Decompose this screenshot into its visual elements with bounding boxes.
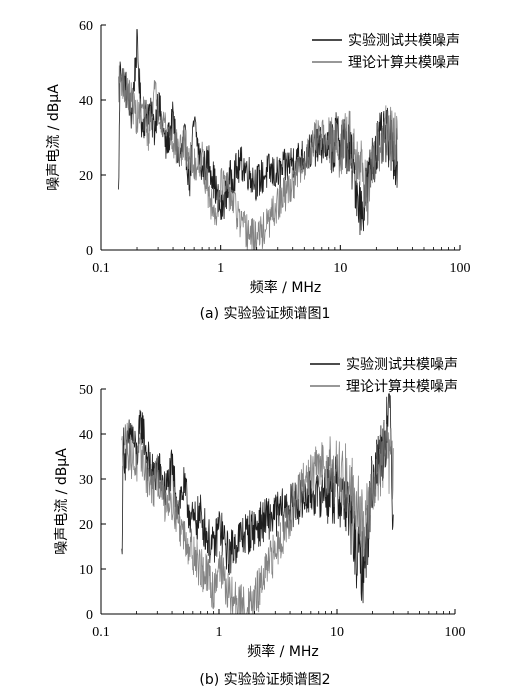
y-axis-label: 噪声电流 / dBμA	[46, 84, 62, 191]
y-tick-label: 20	[79, 169, 93, 184]
series-measured-line	[121, 393, 394, 604]
y-tick-label: 50	[79, 383, 93, 398]
y-tick-label: 0	[86, 244, 93, 259]
y-tick-label: 60	[79, 19, 93, 34]
x-tick-label: 10	[330, 625, 344, 640]
legend-label: 理论计算共模噪声	[346, 379, 458, 395]
x-tick-label: 100	[450, 261, 471, 276]
y-axis-label: 噪声电流 / dBμA	[54, 448, 70, 555]
legend-label: 实验测试共模噪声	[346, 357, 458, 373]
series-calculated-line	[118, 65, 398, 251]
y-tick-label: 40	[79, 428, 93, 443]
x-tick-label: 0.1	[92, 625, 110, 640]
x-axis-label: 频率 / MHz	[247, 643, 319, 660]
x-tick-label: 10	[333, 261, 347, 276]
y-tick-label: 30	[79, 473, 93, 488]
chart-a: 0 20 40 60 0.1 1 10 100 频率 / MHz 噪声电流 / dBμA 实验测试共…	[46, 19, 471, 322]
series-measured-line	[118, 29, 398, 235]
x-axis-label: 频率 / MHz	[250, 279, 322, 296]
y-tick-label: 40	[79, 94, 93, 109]
y-tick-label: 0	[86, 608, 93, 623]
legend-label: 实验测试共模噪声	[348, 33, 460, 49]
legend-label: 理论计算共模噪声	[348, 55, 460, 71]
y-tick-label: 10	[79, 563, 93, 578]
series-calculated-line	[121, 420, 394, 615]
chart-b: 0 10 20 30 40 50 0.1 1 10 100 频率 / MHz 噪声电流 / dBμA 实…	[54, 357, 466, 688]
x-tick-label: 0.1	[92, 261, 110, 276]
x-tick-label: 1	[217, 261, 224, 276]
x-tick-label: 100	[445, 625, 466, 640]
chart-caption: (a) 实验验证频谱图1	[200, 306, 331, 322]
y-tick-label: 20	[79, 518, 93, 533]
chart-caption: (b) 实验验证频谱图2	[199, 672, 330, 688]
x-tick-label: 1	[216, 625, 223, 640]
